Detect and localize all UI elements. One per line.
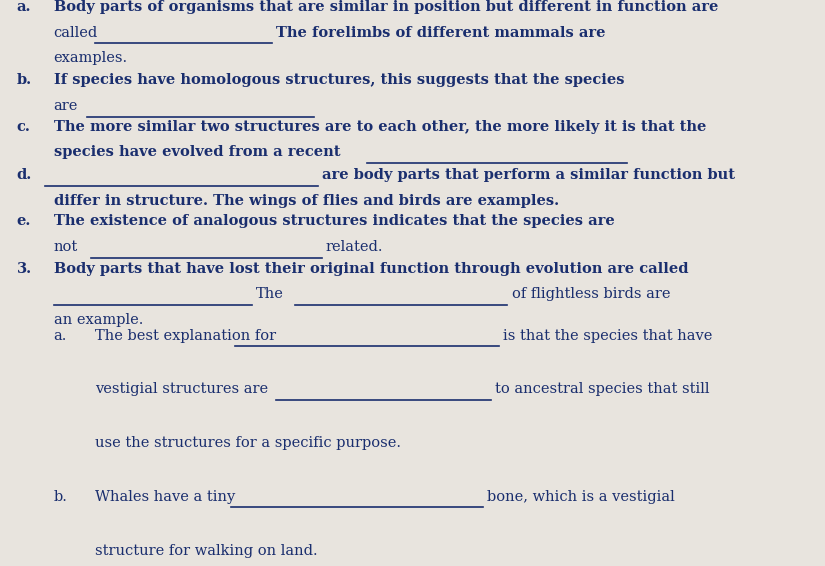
Text: 3.: 3. — [16, 262, 31, 276]
Text: species have evolved from a recent: species have evolved from a recent — [54, 145, 340, 160]
Text: a.: a. — [16, 1, 31, 14]
Text: The existence of analogous structures indicates that the species are: The existence of analogous structures in… — [54, 214, 615, 228]
Text: If species have homologous structures, this suggests that the species: If species have homologous structures, t… — [54, 73, 625, 87]
Text: b.: b. — [16, 73, 31, 87]
Text: The best explanation for: The best explanation for — [95, 329, 276, 342]
Text: an example.: an example. — [54, 312, 143, 327]
Text: not: not — [54, 240, 78, 254]
Text: use the structures for a specific purpose.: use the structures for a specific purpos… — [95, 436, 401, 450]
Text: The more similar two structures are to each other, the more likely it is that th: The more similar two structures are to e… — [54, 120, 706, 134]
Text: related.: related. — [326, 240, 384, 254]
Text: Whales have a tiny: Whales have a tiny — [95, 490, 235, 504]
Text: is that the species that have: is that the species that have — [503, 329, 713, 342]
Text: vestigial structures are: vestigial structures are — [95, 382, 268, 396]
Text: a.: a. — [54, 329, 67, 342]
Text: differ in structure. The wings of flies and birds are examples.: differ in structure. The wings of flies … — [54, 194, 559, 208]
Text: Body parts of organisms that are similar in position but different in function a: Body parts of organisms that are similar… — [54, 1, 718, 14]
Text: of flightless birds are: of flightless birds are — [512, 288, 670, 301]
Text: called: called — [54, 25, 98, 40]
Text: Body parts that have lost their original function through evolution are called: Body parts that have lost their original… — [54, 262, 688, 276]
Text: e.: e. — [16, 214, 31, 228]
Text: are body parts that perform a similar function but: are body parts that perform a similar fu… — [322, 168, 735, 182]
Text: structure for walking on land.: structure for walking on land. — [95, 544, 318, 558]
Text: examples.: examples. — [54, 52, 128, 66]
Text: to ancestral species that still: to ancestral species that still — [495, 382, 710, 396]
Text: are: are — [54, 99, 78, 113]
Text: The: The — [256, 288, 284, 301]
Text: The forelimbs of different mammals are: The forelimbs of different mammals are — [276, 25, 606, 40]
Text: d.: d. — [16, 168, 31, 182]
Text: b.: b. — [54, 490, 68, 504]
Text: c.: c. — [16, 120, 31, 134]
Text: bone, which is a vestigial: bone, which is a vestigial — [487, 490, 675, 504]
